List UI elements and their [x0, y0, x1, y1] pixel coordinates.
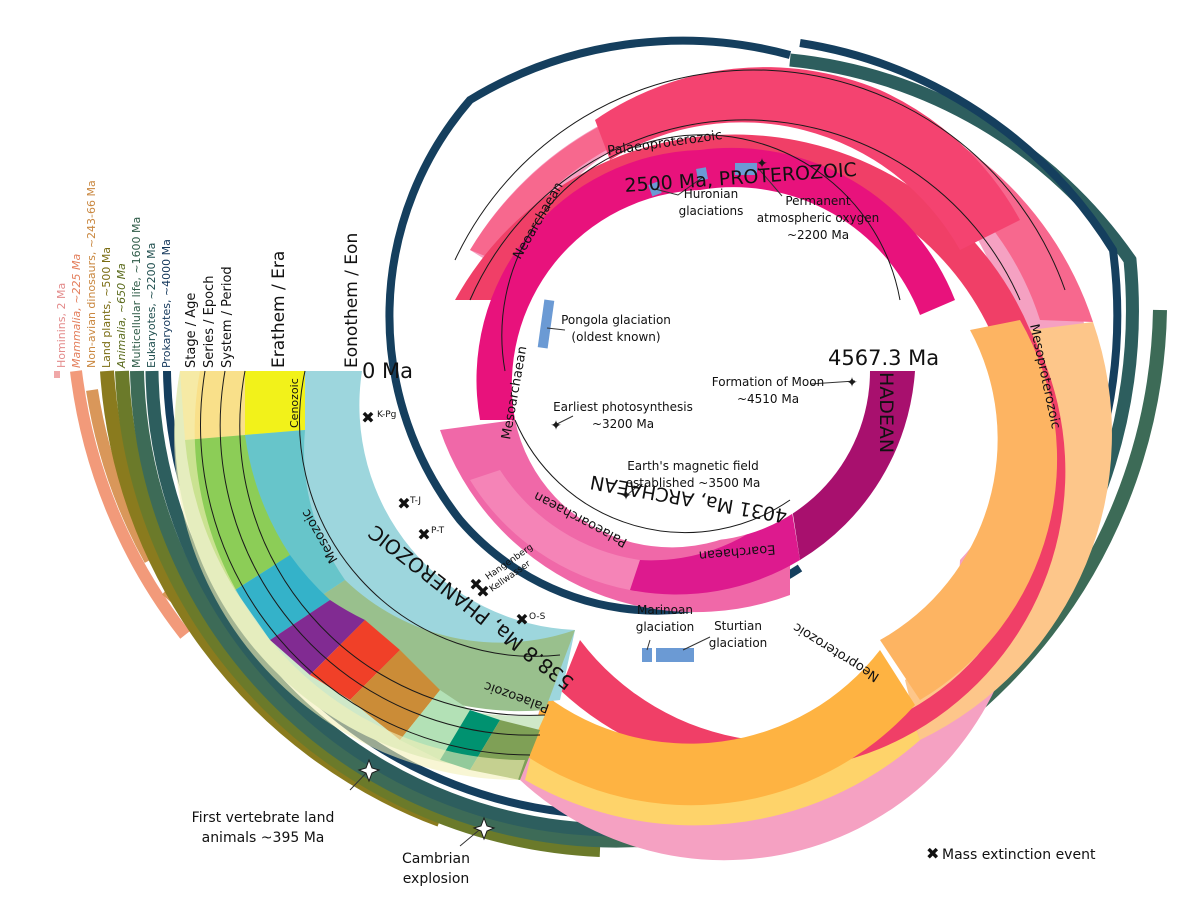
stripe-jurassic [235, 555, 330, 640]
archaean-band [476, 147, 955, 420]
label-oxygen-2: atmospheric oxygen [757, 211, 879, 225]
palaeozoic-band [300, 580, 575, 712]
extinction-label: K-Pg [377, 410, 396, 420]
phanerozoic-wedge [174, 370, 576, 780]
eoarchaean-band [630, 500, 800, 595]
label-photo-2: ~3200 Ma [592, 417, 654, 431]
label-marinoan-2: glaciation [636, 620, 695, 634]
label-animalia: Animalia, ~650 Ma [115, 263, 128, 369]
header-stage: Stage / Age [184, 293, 199, 368]
label-4567-ma: 4567.3 Ma [828, 346, 939, 370]
label-eoarchaean: Eoarchaean [698, 541, 776, 563]
label-cenozoic: Cenozoic [288, 378, 301, 428]
marker-cambrian [472, 816, 496, 841]
mesoproterozoic-band [880, 320, 1058, 700]
stripe-devonian [350, 650, 440, 740]
extinction-label: P-T [431, 526, 445, 536]
range-mammalia [70, 370, 190, 639]
extinction-markers: ✖ ✖ ✖ ✖ ✖ ✖ [361, 408, 528, 629]
extinction-cross: ✖ [397, 494, 410, 513]
extinction-cross: ✖ [361, 408, 374, 427]
label-cambrian-1: Cambrian [402, 851, 470, 867]
label-marinoan: Marinoan [637, 603, 693, 617]
label-multicellular: Multicellular life, ~1600 Ma [130, 217, 143, 368]
label-0-ma: 0 Ma [362, 359, 413, 383]
label-cambrian-2: explosion [403, 871, 470, 887]
label-eukaryotes: Eukaryotes, ~2200 Ma [145, 243, 158, 368]
header-series: Series / Epoch [202, 276, 217, 368]
palaeoproterozoic-band [595, 67, 1020, 251]
hadean-band [790, 371, 915, 560]
label-hadean: HADEAN [875, 372, 897, 453]
precambrian-rings [440, 67, 1112, 861]
header-erathem: Erathem / Era [269, 251, 289, 368]
cenozoic-band [245, 371, 305, 435]
marker-photosynthesis: ✦ [550, 418, 562, 434]
label-mammalia: Mammalia, ~225 Ma [70, 254, 83, 368]
label-huronian-2: glaciations [679, 204, 744, 218]
glaciation-labels: Huronian glaciations Pongola glaciation … [561, 187, 767, 650]
palaeoarchaean-band [470, 470, 640, 590]
label-pongola-2: (oldest known) [571, 330, 660, 344]
inner-cover [530, 360, 850, 484]
label-hominins: Hominins, 2 Ma [55, 283, 68, 368]
legend-label: Mass extinction event [942, 847, 1096, 863]
header-eonothem: Eonothem / Eon [342, 233, 362, 368]
glaciation-bars [537, 163, 757, 662]
label-sturtian-2: glaciation [709, 636, 768, 650]
open-star-markers [357, 758, 496, 841]
label-magnet-1: Earth's magnetic field [627, 459, 759, 473]
label-dinosaurs: Non-avian dinosaurs, ~243-66 Ma [85, 180, 98, 368]
label-moon-1: Formation of Moon [712, 375, 824, 389]
marker-moon: ✦ [846, 375, 858, 391]
extinction-label: O-S [529, 612, 546, 622]
header-system: System / Period [220, 266, 235, 368]
label-huronian: Huronian [684, 187, 739, 201]
extinction-label: T-J [409, 496, 421, 506]
label-neoproterozoic: Neoproterozoic [791, 619, 883, 684]
stripe-mesozoic [185, 435, 290, 590]
extinction-cross: ✖ [469, 575, 482, 594]
stripe-carboniferous [310, 620, 400, 700]
label-oxygen-1: Permanent [785, 194, 851, 208]
event-labels: Permanent atmospheric oxygen ~2200 Ma Fo… [192, 194, 880, 887]
label-prokaryotes: Prokaryotes, ~4000 Ma [160, 239, 173, 368]
event-markers: ✦ ✦ ✦ ✦ [550, 156, 858, 504]
column-headers: Stage / Age Series / Epoch System / Peri… [184, 233, 362, 368]
label-land-plants: Land plants, ~500 Ma [100, 247, 113, 368]
extinction-cross: ✖ [476, 582, 489, 601]
label-photo-1: Earliest photosynthesis [553, 400, 693, 414]
marker-oxygen: ✦ [756, 156, 768, 172]
marker-magnetic: ✦ [620, 488, 632, 504]
mesozoic-band [244, 430, 345, 610]
label-land-1: First vertebrate land [192, 810, 335, 826]
extinction-cross: ✖ [515, 610, 528, 629]
label-pongola: Pongola glaciation [561, 313, 671, 327]
life-range-labels: Hominins, 2 Ma Mammalia, ~225 Ma Non-avi… [55, 180, 173, 369]
legend-cross-icon: ✖ [926, 844, 939, 863]
label-sturtian: Sturtian [714, 619, 762, 633]
neoproterozoic-band [525, 650, 915, 806]
legend: ✖ Mass extinction event [926, 844, 1096, 863]
phanerozoic-eon-band [241, 371, 576, 703]
label-oxygen-3: ~2200 Ma [787, 228, 849, 242]
label-moon-2: ~4510 Ma [737, 392, 799, 406]
marker-land-animals [357, 758, 381, 783]
stripe-permian [270, 600, 365, 675]
label-magnet-2: established ~3500 Ma [626, 476, 761, 490]
label-land-2: animals ~395 Ma [202, 830, 325, 846]
range-animalia [115, 370, 601, 857]
extinction-cross: ✖ [417, 525, 430, 544]
